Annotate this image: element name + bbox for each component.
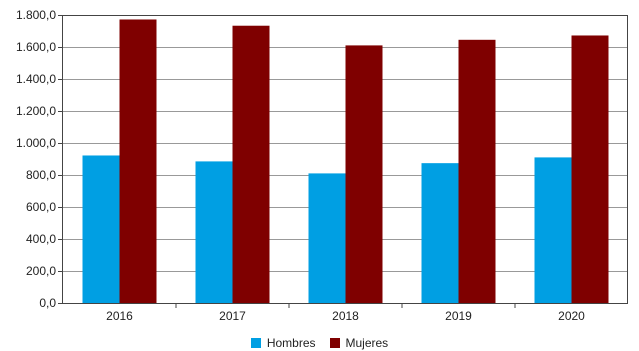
bar-mujeres-2016 [119,19,157,303]
x-tick-label: 2020 [558,309,585,323]
bar-hombres-2020 [534,157,572,303]
bar-mujeres-2017 [232,25,270,303]
y-tick-label: 1.400,0 [16,72,56,86]
legend-swatch-hombres [250,337,261,348]
legend-item-hombres: Hombres [250,335,316,350]
bar-hombres-2017 [195,161,233,303]
legend: Hombres Mujeres [0,334,639,351]
y-tick-label: 1.000,0 [16,136,56,150]
bars [82,19,609,304]
legend-item-mujeres: Mujeres [329,335,389,350]
x-axis-ticks: 2016 2017 2018 2019 2020 [106,303,585,323]
y-tick-label: 800,0 [26,168,56,182]
bar-hombres-2016 [82,155,120,303]
y-tick-label: 600,0 [26,200,56,214]
x-tick-label: 2019 [445,309,472,323]
y-tick-label: 0,0 [39,296,56,310]
bar-hombres-2018 [308,173,346,303]
bar-chart: 0,0 200,0 400,0 600,0 800,0 1.000,0 1.200,0 1.4… [16,8,628,323]
y-axis-ticks: 0,0 200,0 400,0 600,0 800,0 1.000,0 1.200,0 1.4… [16,8,63,310]
bar-mujeres-2020 [571,35,609,303]
y-tick-label: 200,0 [26,264,56,278]
y-tick-label: 1.800,0 [16,8,56,22]
bar-hombres-2019 [421,163,459,303]
legend-label-mujeres: Mujeres [345,335,389,350]
x-tick-label: 2017 [219,309,246,323]
x-tick-label: 2018 [332,309,359,323]
y-tick-label: 400,0 [26,232,56,246]
x-tick-label: 2016 [106,309,133,323]
bar-mujeres-2019 [458,39,496,304]
y-tick-label: 1.600,0 [16,40,56,54]
legend-swatch-mujeres [329,337,340,348]
plot-frame [62,15,628,304]
y-tick-label: 1.200,0 [16,104,56,118]
legend-label-hombres: Hombres [266,335,316,350]
bar-mujeres-2018 [345,45,383,304]
